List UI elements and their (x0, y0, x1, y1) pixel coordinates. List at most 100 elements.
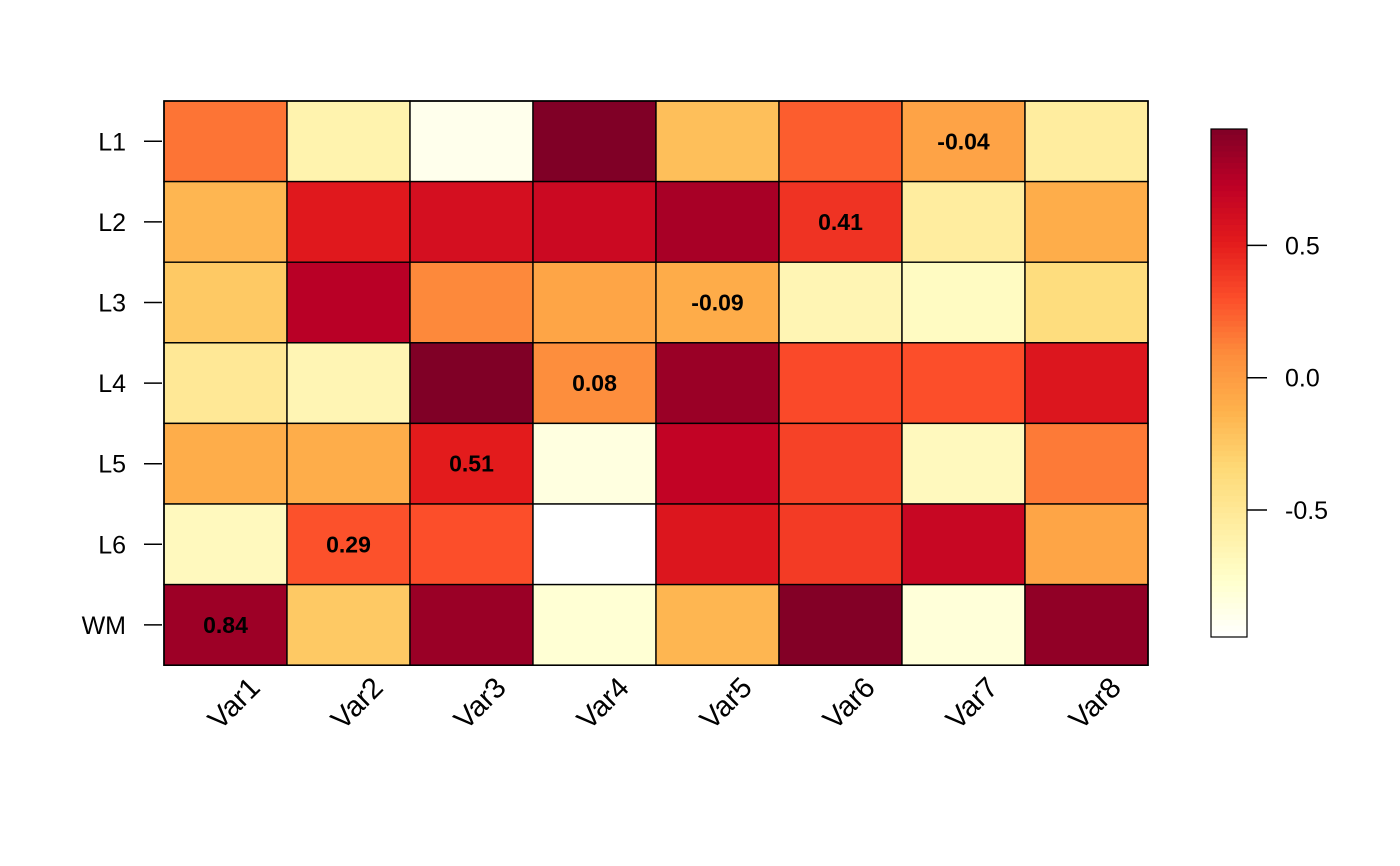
colorbar-segment (1211, 264, 1247, 271)
colorbar-segment (1211, 151, 1247, 158)
colorbar-segment (1211, 253, 1247, 260)
colorbar-segment (1211, 360, 1247, 367)
colorbar-segment (1211, 416, 1247, 424)
y-tick-label: L4 (98, 370, 126, 398)
heatmap-cell (286, 100, 411, 183)
heatmap-cell (655, 180, 780, 263)
heatmap-cell (286, 583, 411, 666)
colorbar-tick-label: 0.0 (1285, 365, 1320, 393)
colorbar-segment (1211, 349, 1247, 356)
heatmap-cell (286, 261, 411, 344)
colorbar-segment (1211, 129, 1247, 136)
colorbar-segment (1211, 258, 1247, 266)
colorbar-segment (1211, 467, 1247, 474)
colorbar-segment (1211, 196, 1247, 203)
colorbar-segment (1211, 405, 1247, 412)
colorbar-segment (1211, 631, 1247, 638)
heatmap-cell (532, 503, 657, 586)
colorbar-segment (1211, 241, 1247, 249)
colorbar-segment (1211, 495, 1247, 503)
cell-value-label: 0.51 (449, 451, 494, 477)
colorbar-border (1210, 128, 1248, 638)
heatmap-cell (286, 422, 411, 505)
cell-annotations: -0.04 0.41 -0.09 0.08 0.51 0.29 0.84 (203, 128, 990, 638)
colorbar-segment (1211, 552, 1247, 559)
colorbar-segment (1211, 422, 1247, 429)
colorbar-legend: 0.5 0.0 -0.5 (1210, 128, 1328, 638)
colorbar-tick-label: 0.5 (1285, 232, 1320, 260)
y-tick-label: L3 (98, 290, 126, 318)
colorbar-segment (1211, 563, 1247, 570)
heatmap-cell (286, 503, 411, 586)
heatmap-cell (778, 422, 903, 505)
heatmap-cell (163, 100, 288, 183)
heatmap-cell (901, 422, 1026, 505)
colorbar-segment (1211, 541, 1247, 548)
colorbar-segment (1211, 456, 1247, 463)
cell-value-label: 0.08 (572, 370, 617, 396)
x-tick-label: Var3 (448, 672, 512, 736)
heatmap-cell (778, 261, 903, 344)
colorbar-segment (1211, 625, 1247, 632)
heatmap-cell (778, 180, 903, 263)
heatmap-cell (655, 583, 780, 666)
colorbar-segment (1211, 462, 1247, 469)
colorbar-segment (1211, 179, 1247, 187)
heatmap-cell (409, 583, 534, 666)
heatmap-cell (778, 342, 903, 425)
colorbar-segment (1211, 428, 1247, 435)
colorbar-segment (1211, 298, 1247, 305)
heatmap-cell (163, 422, 288, 505)
heatmap-cell (655, 261, 780, 344)
colorbar-segment (1211, 614, 1247, 621)
x-tick-label: Var8 (1063, 672, 1127, 736)
colorbar-segment (1211, 591, 1247, 599)
colorbar-segment (1211, 574, 1247, 582)
heatmap-cell (1024, 342, 1149, 425)
heatmap-cell (655, 503, 780, 586)
heatmap-cell (1024, 583, 1149, 666)
colorbar-segment (1211, 445, 1247, 452)
x-tick-label: Var1 (202, 672, 266, 736)
colorbar-segment (1211, 287, 1247, 294)
y-tick-label: L2 (98, 209, 126, 237)
x-tick-label: Var4 (571, 672, 635, 736)
y-tick-label: L5 (98, 451, 126, 479)
colorbar-segment (1211, 162, 1247, 170)
heatmap-cell (901, 261, 1026, 344)
heatmap-cell (532, 261, 657, 344)
heatmap-cell (163, 180, 288, 263)
heatmap-cell (409, 100, 534, 183)
cell-value-label: 0.84 (203, 612, 248, 638)
colorbar-segment (1211, 512, 1247, 520)
colorbar-segment (1211, 507, 1247, 514)
heatmap-cell (655, 100, 780, 183)
colorbar-segment (1211, 603, 1247, 610)
heatmap-cell (778, 503, 903, 586)
colorbar-segment (1211, 191, 1247, 198)
heatmap-cell (778, 583, 903, 666)
heatmap-cell (1024, 503, 1149, 586)
y-tick-label: L6 (98, 531, 126, 559)
heatmap-cell (286, 342, 411, 425)
heatmap-cell (901, 583, 1026, 666)
heatmap-cell (1024, 422, 1149, 505)
colorbar-segment (1211, 174, 1247, 181)
heatmap-cell (532, 583, 657, 666)
colorbar-segment (1211, 439, 1247, 446)
heatmap-cell (655, 422, 780, 505)
colorbar-segment (1211, 388, 1247, 395)
colorbar-segment (1211, 219, 1247, 226)
colorbar-segment (1211, 140, 1247, 147)
heatmap-cell (655, 342, 780, 425)
colorbar-segment (1211, 433, 1247, 441)
heatmap-cell (409, 503, 534, 586)
colorbar-segment (1211, 157, 1247, 164)
colorbar-segment (1211, 337, 1247, 345)
heatmap-cell (532, 422, 657, 505)
x-tick-label: Var7 (940, 672, 1004, 736)
x-tick-label: Var5 (694, 672, 758, 736)
colorbar-segment (1211, 320, 1247, 328)
colorbar-segment (1211, 377, 1247, 384)
